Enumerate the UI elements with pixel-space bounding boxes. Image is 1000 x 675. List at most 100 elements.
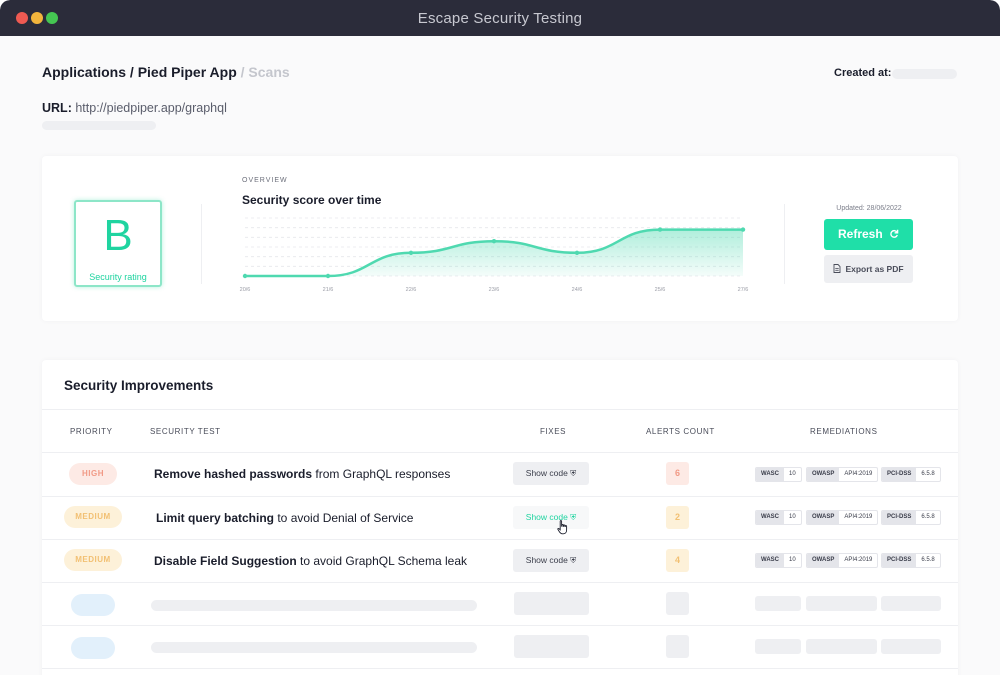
remediation-wasc[interactable]: WASC 10 [755,510,802,525]
remediation-key: OWASP [807,511,840,524]
breadcrumb-separator: / [236,64,249,80]
security-test-name: Disable Field Suggestion to avoid GraphQ… [154,554,467,568]
chart-point [657,227,663,232]
remediation-wasc[interactable]: WASC 10 [755,553,802,568]
refresh-button[interactable]: Refresh [824,219,913,250]
remediation-wasc[interactable]: WASC 10 [755,467,802,482]
breadcrumb-app[interactable]: Pied Piper App [137,64,237,80]
breadcrumb: Applications / Pied Piper App / Scans [42,64,290,80]
breadcrumb-current: Scans [248,64,290,80]
skeleton-tag [881,639,941,654]
minimize-window-button[interactable] [31,12,43,24]
header-divider [42,409,958,410]
url-skeleton [42,121,156,130]
security-test-name: Limit query batching to avoid Denial of … [156,511,413,525]
show-code-button[interactable]: Show code ⛨ [513,462,589,485]
remediation-value: 6.5.8 [921,514,935,520]
shield-icon: ⛨ [570,469,577,478]
show-code-button[interactable]: Show code ⛨ [513,549,589,572]
chart-point [574,250,580,255]
skeleton-text [151,642,477,653]
skeleton-tag [806,639,877,654]
close-window-button[interactable] [16,12,28,24]
url-label: URL: [42,101,72,115]
title-bar: Escape Security Testing [0,0,1000,36]
priority-badge: MEDIUM [64,506,122,528]
remediation-value: API4:2019 [844,514,873,520]
chart-title: Security score over time [242,193,382,207]
remediation-pci-dss[interactable]: PCI-DSS 6.5.8 [881,553,941,568]
breadcrumb-separator: / [126,64,138,80]
column-header-remediations: REMEDIATIONS [810,427,878,436]
security-test-description: from GraphQL responses [312,467,451,481]
column-header-priority: PRIORITY [70,427,113,436]
row-divider [42,452,958,453]
remediation-value: 10 [789,471,796,477]
column-header-alerts-count: ALERTS COUNT [646,427,715,436]
remediation-key: PCI-DSS [882,554,917,567]
security-improvements-title: Security Improvements [64,378,214,393]
skeleton-count [666,635,689,658]
chart-tick-label: 21/6 [323,287,334,293]
remediation-key: WASC [756,554,784,567]
row-divider [42,539,958,540]
remediation-key: WASC [756,468,784,481]
show-code-label: Show code [525,468,568,478]
security-test-description: to avoid GraphQL Schema leak [296,554,468,568]
security-test-title: Disable Field Suggestion [154,554,297,568]
skeleton-tag [881,596,941,611]
column-header-fixes: FIXES [540,427,567,436]
skeleton-button [514,635,589,658]
remediation-owasp[interactable]: OWASP API4:2019 [806,553,879,568]
remediation-key: PCI-DSS [882,468,917,481]
skeleton-button [514,592,589,615]
remediation-value: API4:2019 [844,557,873,563]
security-test-title: Remove hashed passwords [154,467,313,481]
divider [784,204,785,284]
priority-badge: HIGH [69,463,117,485]
priority-badge: MEDIUM [64,549,122,571]
alerts-count: 6 [666,462,689,485]
chart-point [740,227,746,232]
export-pdf-label: Export as PDF [845,264,904,274]
hand-pointer-icon [557,520,568,535]
refresh-label: Refresh [837,227,883,241]
remediation-value: 6.5.8 [921,557,935,563]
skeleton-badge [71,594,115,616]
remediation-key: PCI-DSS [882,511,917,524]
chart-tick-label: 20/6 [240,287,251,293]
remediation-owasp[interactable]: OWASP API4:2019 [806,467,879,482]
show-code-button[interactable]: Show code ⛨ [513,506,589,529]
remediation-pci-dss[interactable]: PCI-DSS 6.5.8 [881,467,941,482]
security-rating-box: B Security rating [74,200,162,287]
remediation-value: API4:2019 [844,471,873,477]
security-test-title: Limit query batching [156,511,275,525]
created-at-label: Created at: [834,67,892,79]
overview-eyebrow: OVERVIEW [242,177,288,184]
row-divider [42,625,958,626]
security-improvements-card: Security Improvements PRIORITY SECURITY … [42,360,958,675]
overview-card: B Security rating OVERVIEW Security scor… [42,156,958,321]
updated-date: Updated: 28/06/2022 [836,205,902,212]
shield-icon: ⛨ [570,556,577,565]
remediation-key: OWASP [807,554,840,567]
row-divider [42,496,958,497]
remediation-owasp[interactable]: OWASP API4:2019 [806,510,879,525]
alerts-count: 2 [666,506,689,529]
skeleton-tag [806,596,877,611]
shield-icon: ⛨ [570,513,577,522]
refresh-icon [890,229,899,238]
export-pdf-button[interactable]: Export as PDF [824,255,913,283]
remediation-key: WASC [756,511,784,524]
skeleton-text [151,600,477,611]
maximize-window-button[interactable] [46,12,58,24]
skeleton-badge [71,637,115,659]
security-rating-label: Security rating [89,272,147,282]
chart-point [325,273,331,279]
breadcrumb-applications[interactable]: Applications [42,64,127,80]
security-score-chart: 20/6 21/6 22/6 23/6 24/6 25/6 27/6 [240,217,748,293]
remediation-pci-dss[interactable]: PCI-DSS 6.5.8 [881,510,941,525]
chart-tick-label: 22/6 [406,287,417,293]
chart-tick-label: 25/6 [655,287,666,293]
